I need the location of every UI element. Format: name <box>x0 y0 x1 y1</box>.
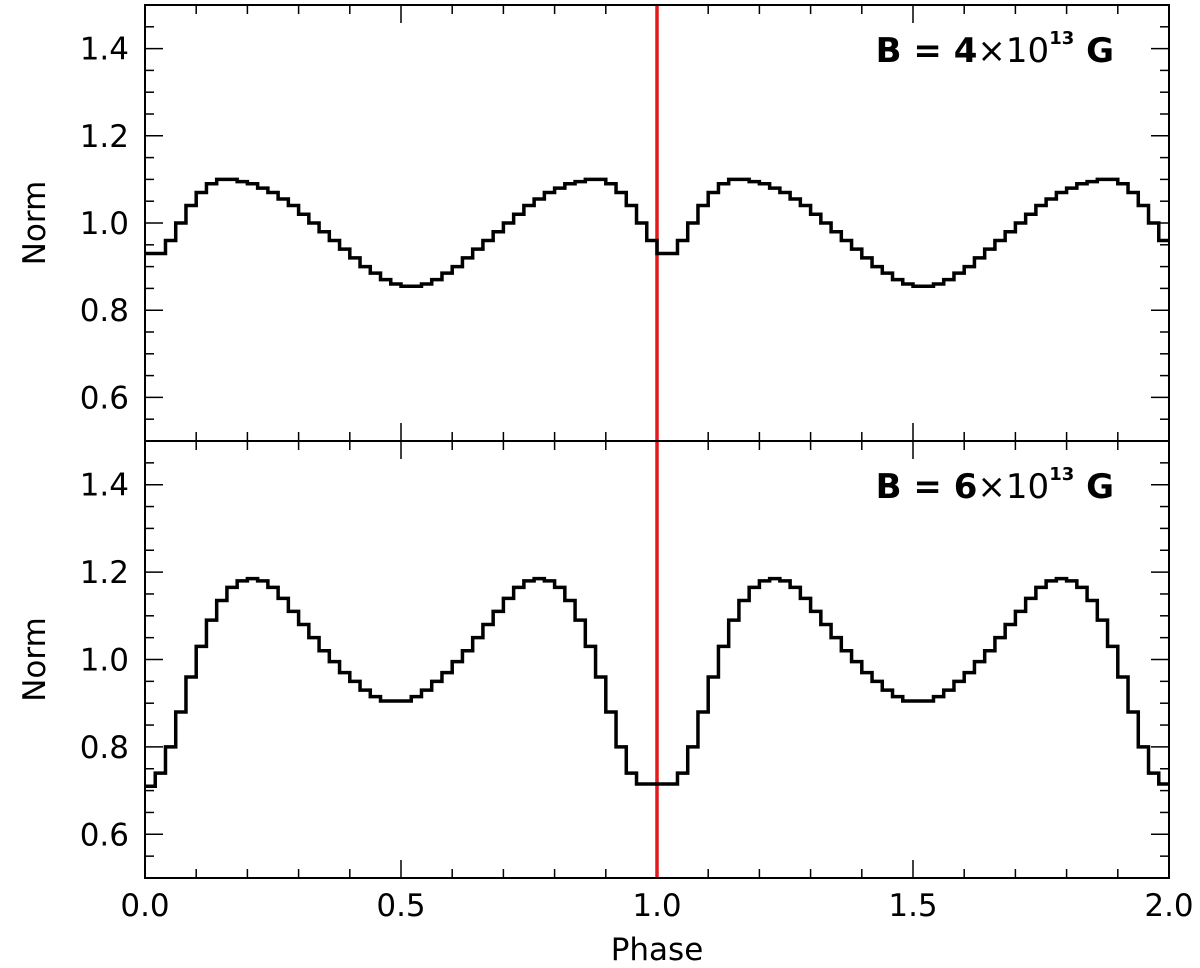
y-tick-label: 1.4 <box>80 32 129 68</box>
bottom-panel-step-curve <box>145 576 1169 788</box>
top-panel-field-annotation: B = 4×1013 G <box>876 28 1114 71</box>
top-panel-ticks <box>144 4 1170 442</box>
bottom-panel-x-tick-labels: 0.0 0.5 1.0 1.5 2.0 <box>120 888 1193 924</box>
bottom-annotation-mantissa: 6 <box>954 467 978 507</box>
y-tick-label: 1.4 <box>80 468 129 504</box>
bottom-panel-y-axis-label: Norm <box>17 617 53 702</box>
bottom-annotation-exponent: 13 <box>1049 464 1074 485</box>
x-tick-label: 1.5 <box>888 888 937 924</box>
top-annotation-unit: G <box>1074 31 1114 71</box>
x-tick-label: 0.0 <box>120 888 169 924</box>
y-tick-label: 1.0 <box>80 643 129 679</box>
top-panel-y-tick-labels: 0.6 0.8 1.0 1.2 1.4 <box>80 32 129 417</box>
bottom-annotation-times: ×10 <box>977 467 1049 507</box>
y-tick-label: 0.6 <box>80 817 129 853</box>
top-panel: 0.6 0.8 1.0 1.2 1.4 Norm B = 4×1013 G <box>17 4 1170 442</box>
bottom-annotation-prefix: B = <box>876 467 954 507</box>
x-tick-label: 0.5 <box>376 888 425 924</box>
top-annotation-prefix: B = <box>876 31 954 71</box>
top-panel-step-curve <box>145 177 1169 288</box>
bottom-panel-y-tick-labels: 0.6 0.8 1.0 1.2 1.4 <box>80 468 129 854</box>
top-annotation-times: ×10 <box>977 31 1049 71</box>
y-tick-label: 1.0 <box>80 206 129 242</box>
x-tick-label: 2.0 <box>1144 888 1193 924</box>
bottom-panel-field-annotation: B = 6×1013 G <box>876 464 1114 507</box>
bottom-panel: 0.6 0.8 1.0 1.2 1.4 0.0 0.5 1.0 1.5 2.0 Norm Pha… <box>17 440 1194 968</box>
y-tick-label: 1.2 <box>80 555 129 591</box>
bottom-panel-frame <box>144 440 1170 879</box>
y-tick-label: 0.8 <box>80 730 129 766</box>
y-tick-label: 0.6 <box>80 380 129 416</box>
x-axis-label: Phase <box>611 932 704 968</box>
top-panel-y-axis-label: Norm <box>17 181 53 266</box>
y-tick-label: 1.2 <box>80 119 129 155</box>
bottom-annotation-unit: G <box>1074 467 1114 507</box>
y-tick-label: 0.8 <box>80 293 129 329</box>
x-tick-label: 1.0 <box>632 888 681 924</box>
top-annotation-exponent: 13 <box>1049 28 1074 49</box>
top-annotation-mantissa: 4 <box>954 31 978 71</box>
